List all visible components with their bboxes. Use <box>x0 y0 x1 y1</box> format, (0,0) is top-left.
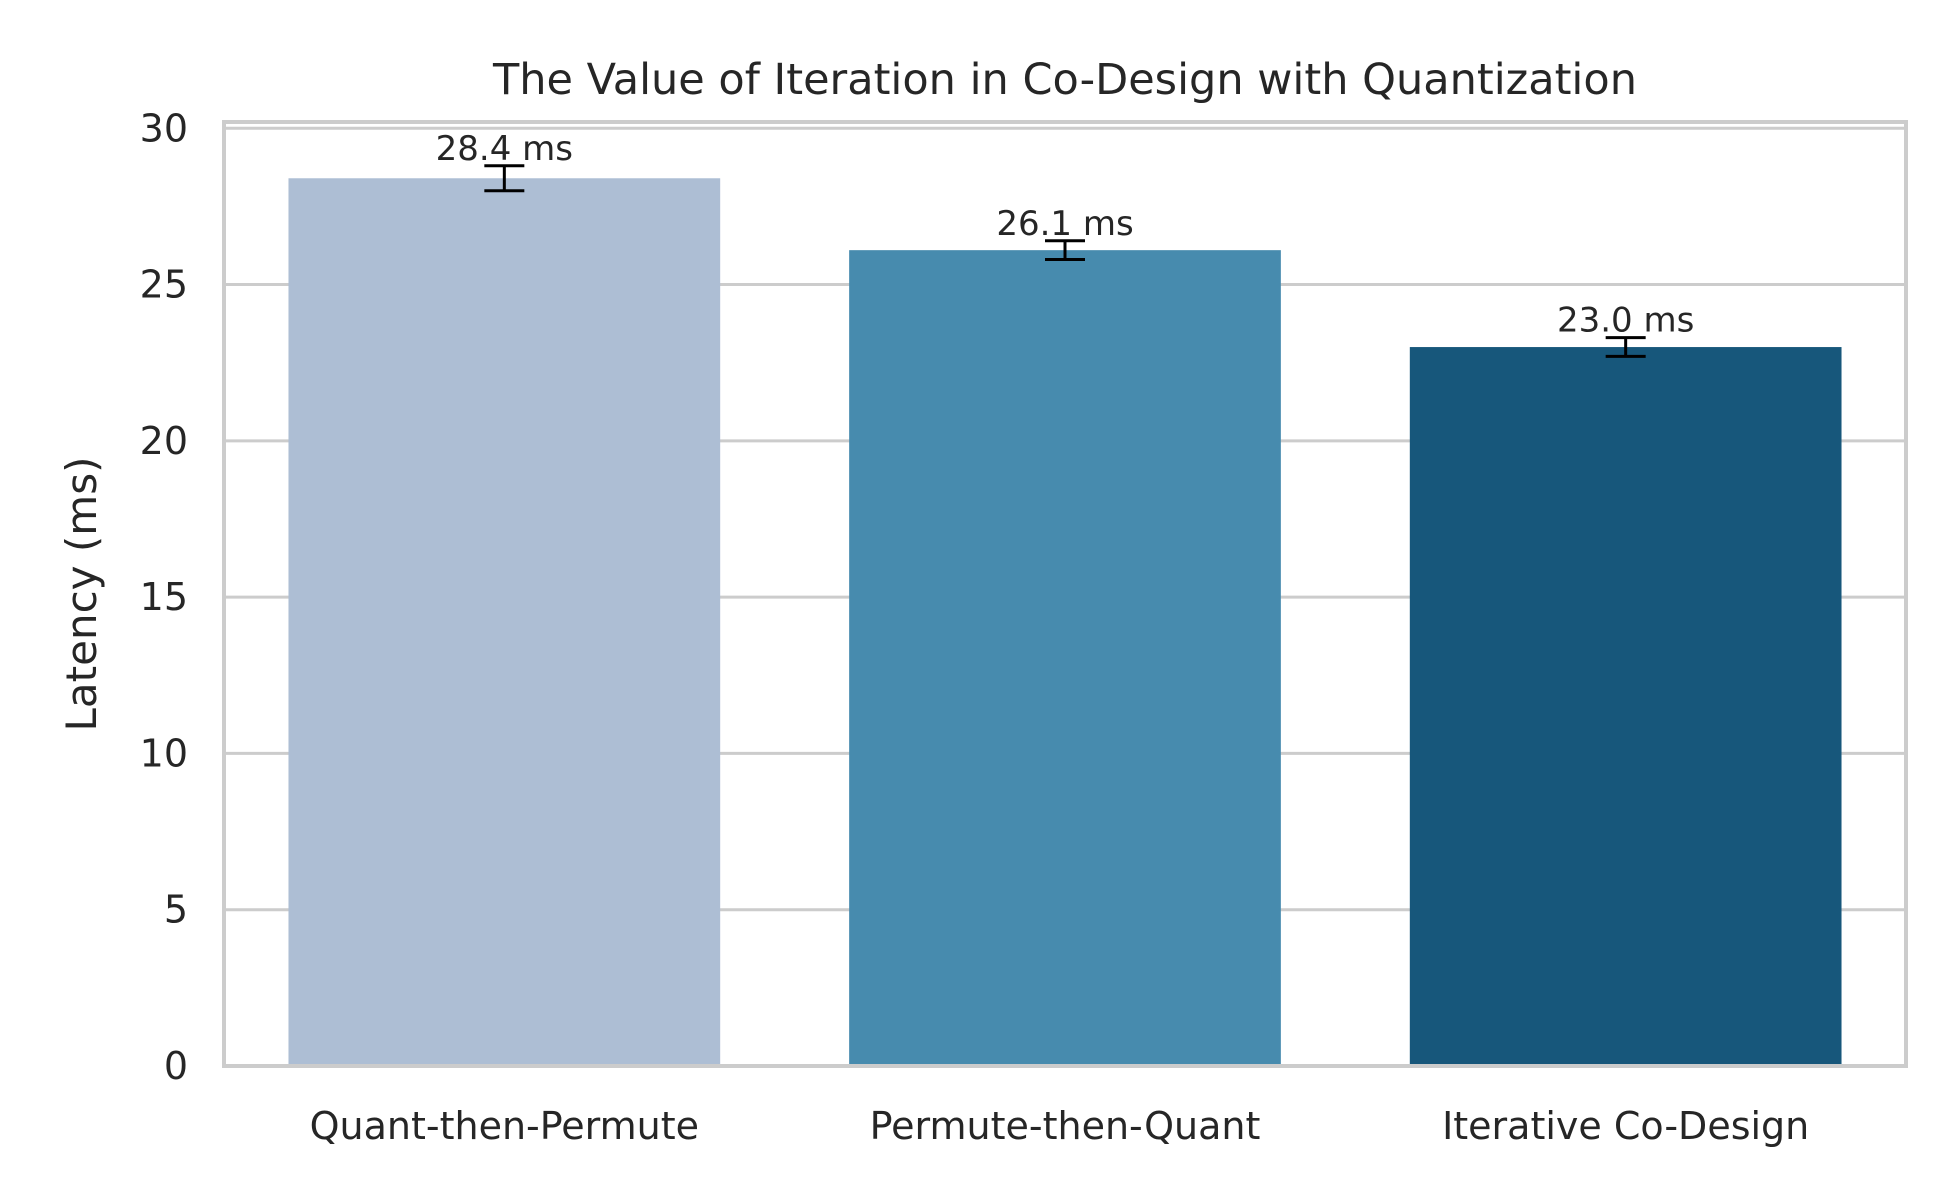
bar <box>1409 347 1842 1067</box>
y-tick-label: 5 <box>164 888 188 932</box>
x-tick-label: Iterative Co-Design <box>1442 1104 1809 1148</box>
data-label: 28.4 ms <box>436 129 573 169</box>
y-axis-label: Latency (ms) <box>57 457 106 732</box>
plot-frame <box>222 120 1908 1068</box>
y-tick-label: 15 <box>140 575 188 619</box>
bar <box>849 250 1281 1066</box>
data-label: 26.1 ms <box>996 204 1133 244</box>
chart-title: The Value of Iteration in Co-Design with… <box>492 55 1637 105</box>
y-tick-label: 0 <box>164 1044 188 1088</box>
y-tick-label: 30 <box>140 106 188 150</box>
x-tick-label: Quant-then-Permute <box>310 1104 699 1148</box>
bar <box>288 178 721 1067</box>
data-label: 23.0 ms <box>1557 301 1694 341</box>
x-tick-label: Permute-then-Quant <box>870 1104 1261 1148</box>
y-tick-label: 10 <box>140 731 188 775</box>
y-tick-label: 20 <box>140 419 188 463</box>
y-tick-label: 25 <box>140 263 188 307</box>
